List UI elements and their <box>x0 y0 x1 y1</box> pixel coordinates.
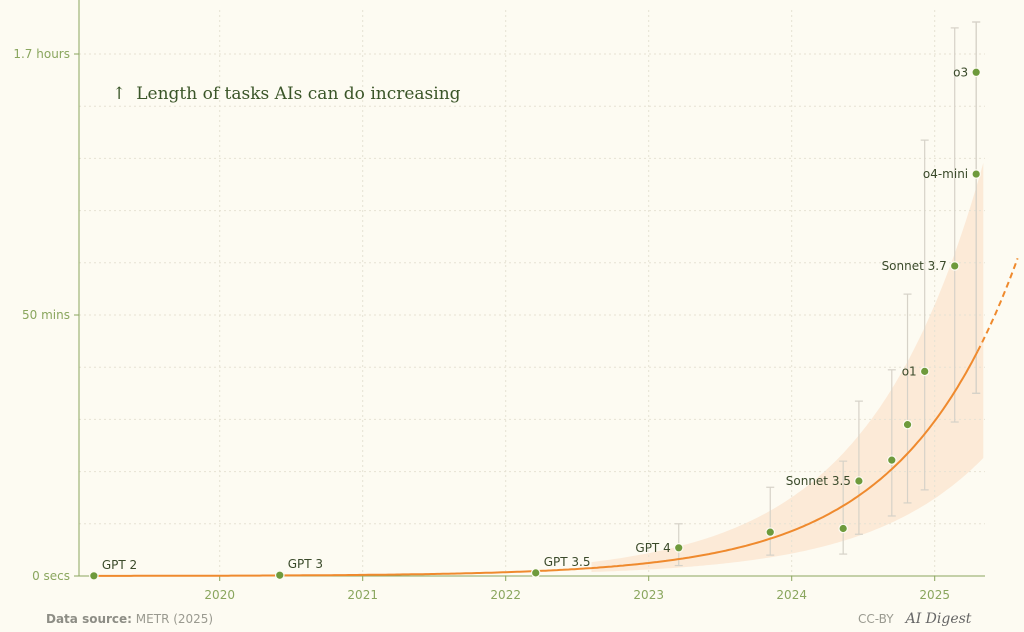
data-point <box>673 543 684 553</box>
data-source: Data source: METR (2025) <box>46 612 213 626</box>
data-source-label: Data source: <box>46 612 132 626</box>
point-label: GPT 2 <box>102 558 137 572</box>
brand-logo: AI Digest <box>905 611 972 627</box>
point-label: o3 <box>953 65 968 79</box>
point-label: GPT 3.5 <box>544 555 591 569</box>
x-tick-label: 2020 <box>204 588 235 602</box>
point-label: Sonnet 3.7 <box>882 259 947 273</box>
x-tick-label: 2022 <box>490 588 521 602</box>
y-tick-label: 1.7 hours <box>13 47 70 61</box>
point-label: o4-mini <box>923 167 968 181</box>
data-source-value: METR (2025) <box>135 612 214 626</box>
data-point <box>838 523 848 534</box>
data-point <box>530 568 541 578</box>
data-point <box>89 570 99 581</box>
y-tick-label: 0 secs <box>32 569 70 583</box>
x-tick-label: 2023 <box>633 588 664 602</box>
trend-line-dashed <box>976 257 1019 352</box>
point-label: Sonnet 3.5 <box>786 474 851 488</box>
x-tick-label: 2024 <box>776 588 807 602</box>
data-point <box>949 261 960 271</box>
credits: CC-BY AI Digest <box>858 611 971 627</box>
chart-title-text: Length of tasks AIs can do increasing <box>136 84 461 104</box>
data-point <box>971 67 981 78</box>
license-text: CC-BY <box>858 612 894 626</box>
confidence-band-area <box>591 162 984 572</box>
error-bars <box>674 21 981 567</box>
data-point <box>886 455 897 465</box>
data-points <box>89 67 981 581</box>
point-labels: GPT 2 GPT 3 GPT 3.5 GPT 4 Sonnet 3.5 o1 Sonnet… <box>102 65 968 572</box>
confidence-band <box>591 162 984 572</box>
y-tick-label: 50 mins <box>22 308 70 322</box>
point-label: GPT 3 <box>288 557 323 571</box>
data-point <box>902 419 913 430</box>
data-point <box>274 570 285 581</box>
point-label: o1 <box>902 364 917 378</box>
x-tick-label: 2025 <box>919 588 950 602</box>
data-point <box>971 169 981 179</box>
x-tick-label: 2021 <box>347 588 378 602</box>
data-point <box>854 476 864 486</box>
up-arrow-icon: ↑ <box>112 84 127 104</box>
point-label: GPT 4 <box>635 541 670 555</box>
grid <box>79 10 985 576</box>
data-point <box>765 527 776 537</box>
chart-title: ↑ Length of tasks AIs can do increasing <box>112 84 461 104</box>
data-point <box>919 366 930 377</box>
